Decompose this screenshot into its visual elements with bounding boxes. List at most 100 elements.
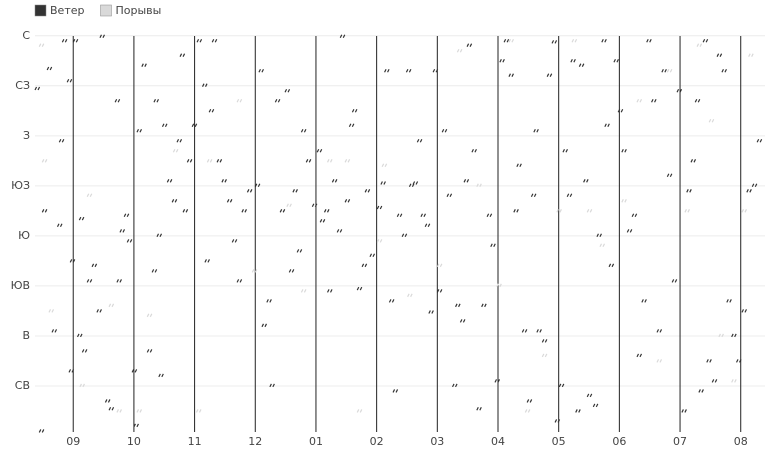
point: [513, 209, 519, 213]
point: [718, 333, 724, 338]
point: [172, 149, 179, 153]
point: [153, 98, 160, 103]
point: [690, 159, 697, 163]
point: [41, 159, 48, 163]
point: [258, 68, 264, 73]
point: [666, 68, 673, 73]
point: [361, 263, 368, 268]
point: [656, 359, 663, 363]
point: [551, 40, 558, 44]
point: [661, 68, 667, 73]
point: [541, 339, 548, 343]
point: [731, 333, 737, 338]
x-tick-label: 12: [248, 435, 262, 448]
point: [246, 189, 253, 193]
point: [446, 193, 453, 198]
point: [575, 409, 581, 413]
y-tick-label: С: [22, 29, 30, 42]
point: [651, 98, 657, 103]
point: [646, 38, 652, 43]
point: [195, 409, 202, 413]
point: [86, 279, 93, 283]
point: [38, 429, 45, 433]
point: [570, 58, 576, 63]
point: [626, 229, 633, 233]
point: [339, 34, 346, 39]
point: [241, 209, 247, 213]
point: [533, 129, 539, 133]
point: [231, 239, 238, 243]
point: [108, 303, 115, 308]
point: [716, 53, 723, 57]
legend-swatch[interactable]: [100, 4, 112, 17]
point: [364, 189, 371, 193]
point: [499, 58, 505, 63]
point: [388, 299, 395, 303]
point: [486, 213, 493, 218]
point: [236, 98, 243, 103]
point: [191, 123, 198, 127]
point: [621, 199, 627, 203]
point: [556, 209, 562, 213]
point: [296, 249, 303, 253]
point: [698, 389, 704, 393]
point: [694, 98, 701, 103]
y-tick-label: ЮЗ: [11, 179, 30, 192]
point: [494, 379, 501, 383]
point: [211, 38, 218, 43]
point: [182, 209, 189, 213]
point: [571, 38, 578, 43]
point: [146, 349, 153, 353]
point: [756, 139, 763, 143]
point: [221, 179, 227, 183]
point: [592, 403, 599, 408]
point: [46, 66, 53, 71]
point: [676, 88, 683, 93]
point: [412, 181, 419, 185]
legend-label[interactable]: Порывы: [115, 4, 161, 17]
point: [274, 98, 281, 103]
point: [356, 286, 363, 291]
x-tick-label: 04: [491, 435, 505, 448]
point: [369, 253, 376, 258]
point: [726, 299, 732, 303]
point: [636, 98, 643, 103]
y-tick-label: ЮВ: [11, 279, 30, 292]
point: [136, 409, 143, 413]
point: [133, 423, 139, 428]
point: [503, 38, 510, 43]
point: [344, 199, 351, 203]
point: [681, 409, 687, 413]
point: [441, 129, 448, 133]
point: [706, 359, 712, 363]
point: [91, 263, 98, 268]
point: [119, 229, 126, 233]
point: [56, 223, 63, 228]
legend-swatch[interactable]: [34, 4, 47, 17]
point: [455, 303, 461, 308]
point: [284, 88, 291, 93]
point: [305, 159, 312, 163]
point: [279, 209, 286, 213]
point: [558, 383, 565, 388]
point: [530, 193, 537, 198]
point: [336, 229, 343, 233]
point: [51, 329, 58, 333]
x-tick-label: 06: [612, 435, 626, 448]
point: [476, 406, 482, 411]
point: [208, 108, 215, 113]
x-tick-label: 01: [309, 435, 323, 448]
point: [323, 209, 330, 213]
point: [566, 193, 573, 198]
point: [236, 279, 243, 283]
x-tick-label: 03: [430, 435, 444, 448]
point: [456, 48, 463, 53]
legend-label[interactable]: Ветер: [50, 4, 84, 17]
point: [521, 329, 528, 333]
point: [586, 393, 593, 398]
point: [151, 269, 158, 273]
y-tick-label: В: [22, 329, 30, 342]
point: [731, 379, 737, 383]
point: [108, 406, 115, 411]
point: [69, 259, 76, 263]
